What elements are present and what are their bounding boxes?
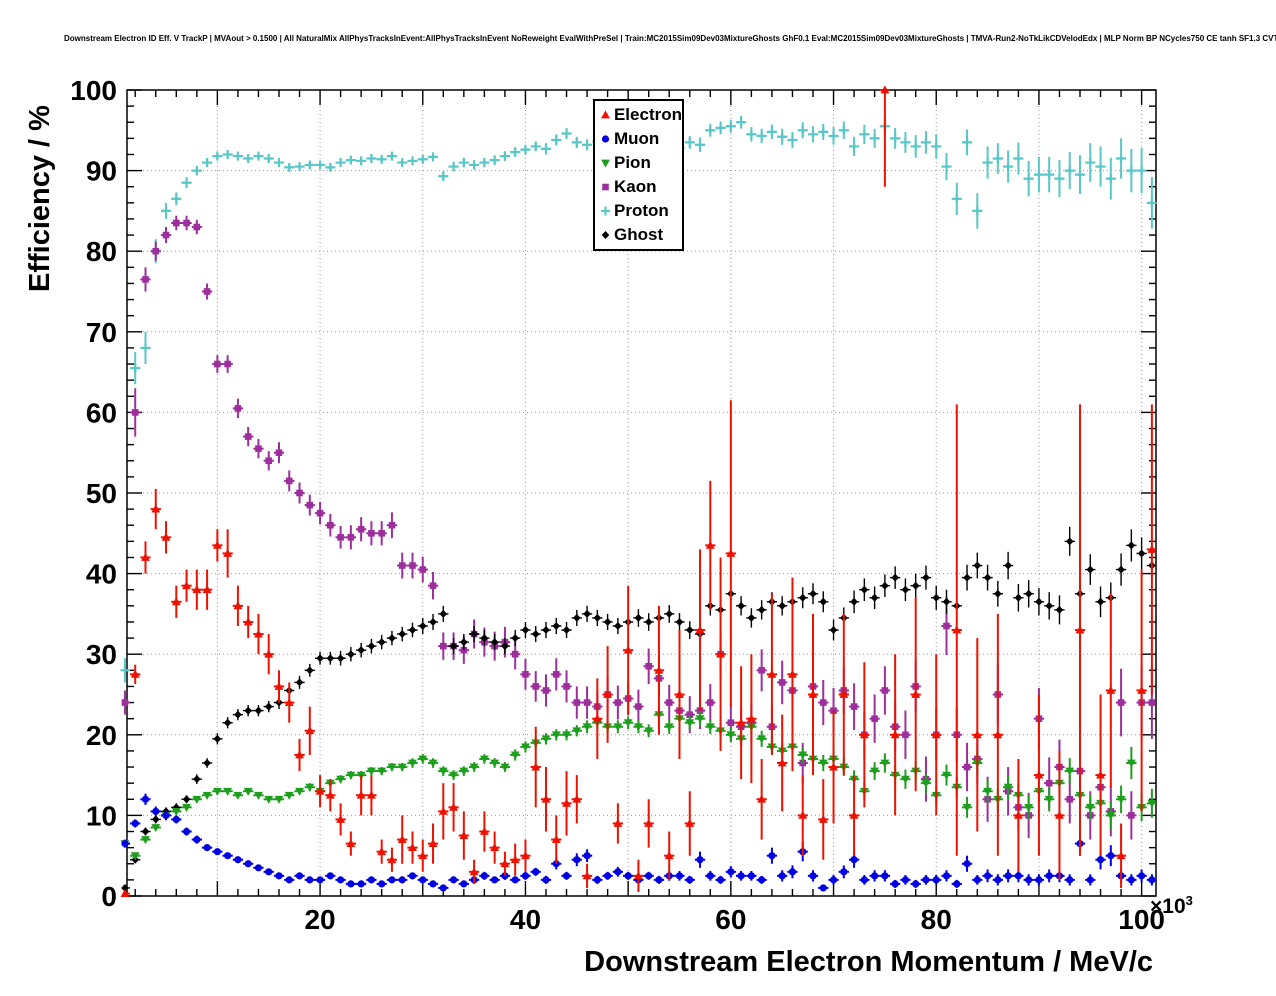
legend-item-muon: Muon (598, 127, 682, 151)
exponent-base: ×10 (1150, 895, 1186, 918)
triangle-down-marker-icon (601, 159, 610, 168)
legend: Electron Muon Pion Kaon Proton Ghost (593, 99, 684, 251)
series-ghost (121, 526, 1156, 892)
square-marker-icon (602, 183, 609, 191)
diamond-marker-icon (601, 231, 610, 239)
x-axis-title: Downstream Electron Momentum / MeV/c (584, 946, 1153, 978)
legend-label: Muon (614, 129, 660, 148)
series-pion (120, 707, 1157, 861)
legend-item-electron: Electron (598, 103, 682, 127)
x-tick-label: 60 (715, 904, 746, 935)
y-tick-labels: 0 10 20 30 40 50 60 70 80 90 100 (70, 75, 117, 912)
exponent-power: 3 (1185, 893, 1193, 908)
y-tick-label: 0 (101, 881, 117, 912)
legend-label: Pion (614, 153, 651, 172)
y-tick-label: 40 (86, 559, 117, 590)
legend-item-pion: Pion (598, 151, 682, 175)
x-tick-labels: 20 40 60 80 100 (304, 904, 1164, 935)
x-tick-label: 100 (1118, 904, 1165, 935)
legend-item-proton: Proton (598, 199, 682, 223)
series-electron (120, 85, 1157, 897)
y-tick-label: 80 (86, 236, 117, 267)
x-tick-label: 20 (304, 904, 335, 935)
y-tick-label: 70 (86, 317, 117, 348)
y-tick-label: 60 (86, 397, 117, 428)
series-muon (121, 793, 1156, 892)
plot-title: Downstream Electron ID Eff. V TrackP | M… (64, 34, 1276, 43)
legend-item-ghost: Ghost (598, 223, 682, 247)
legend-label: Kaon (614, 177, 657, 196)
legend-label: Electron (613, 105, 682, 124)
y-tick-label: 100 (70, 75, 117, 106)
triangle-up-marker-icon (601, 110, 610, 119)
y-tick-label: 50 (86, 478, 117, 509)
axis-ticks (127, 89, 1156, 897)
y-tick-label: 10 (86, 800, 117, 831)
y-tick-label: 30 (86, 639, 117, 670)
legend-label: Ghost (614, 225, 664, 244)
x-axis-exponent: ×103 (1150, 893, 1193, 919)
y-tick-label: 90 (86, 156, 117, 187)
circle-marker-icon (601, 135, 610, 143)
x-tick-label: 80 (921, 904, 952, 935)
legend-label: Proton (614, 201, 669, 220)
y-axis-title: Efficiency / % (24, 105, 56, 292)
cross-marker-icon (601, 206, 610, 216)
x-tick-label: 40 (510, 904, 541, 935)
y-tick-label: 20 (86, 720, 117, 751)
series-kaon (121, 215, 1156, 840)
legend-item-kaon: Kaon (598, 175, 682, 199)
